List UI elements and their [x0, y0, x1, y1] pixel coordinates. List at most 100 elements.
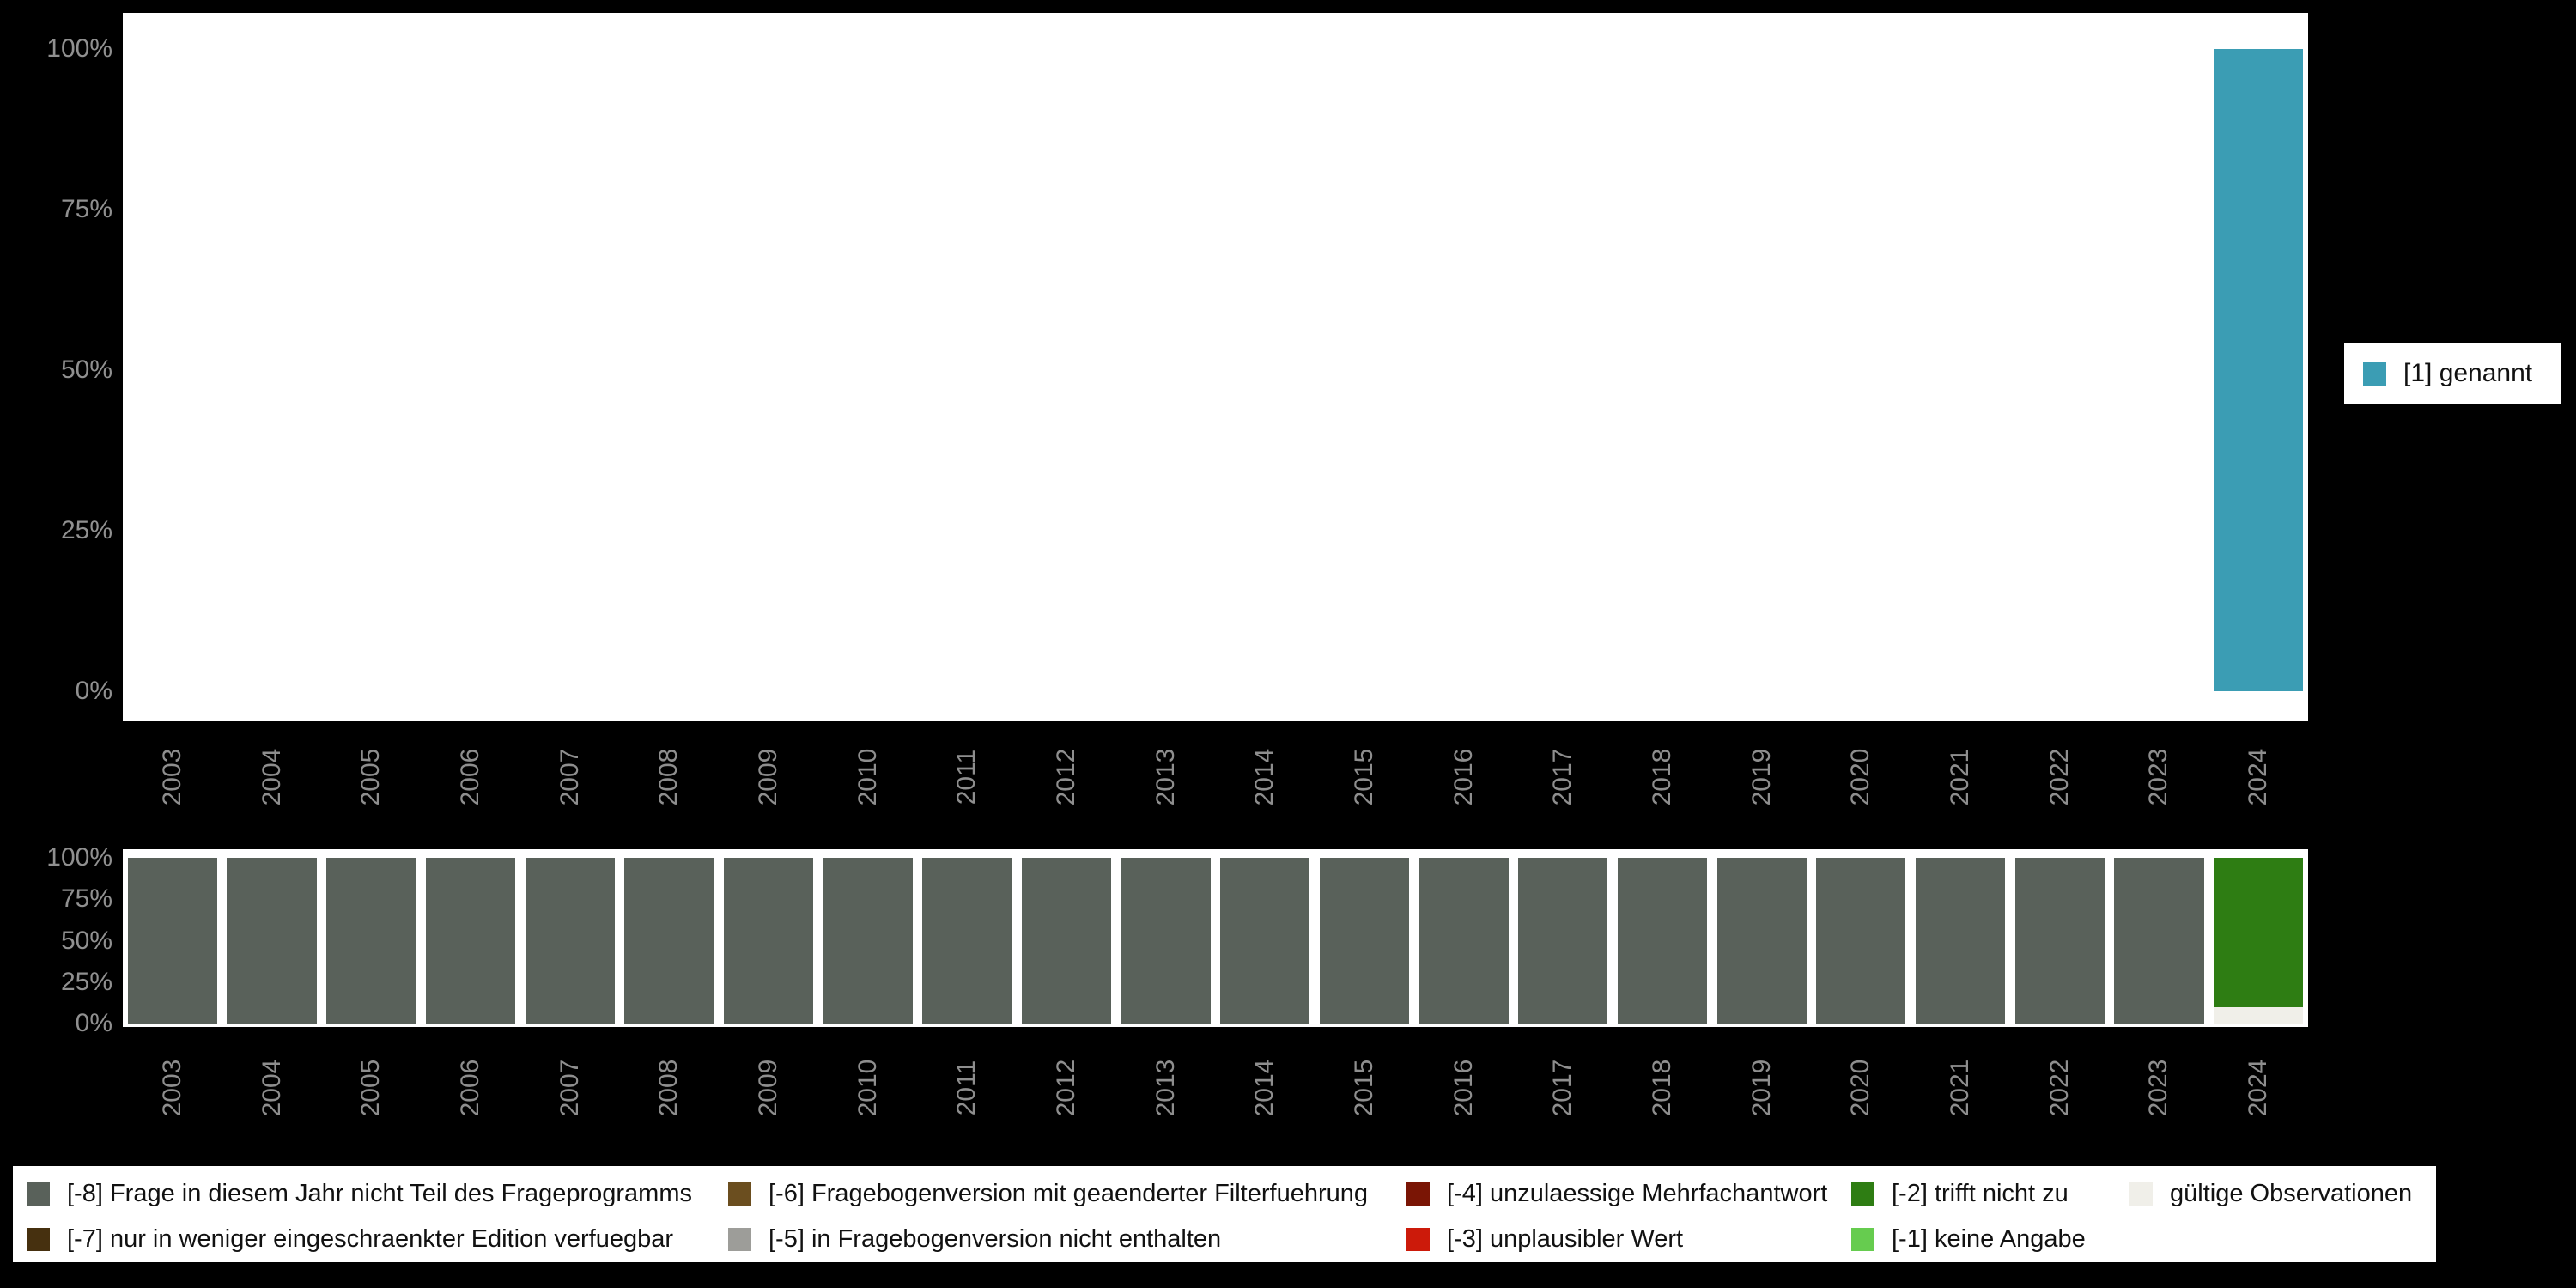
percent-chart-panel — [123, 13, 2308, 721]
legend-item-label: [-4] unzulaessige Mehrfachantwort — [1447, 1179, 1828, 1207]
legend-color-swatch — [1851, 1182, 1874, 1206]
x-axis-tick-label: 2020 — [1846, 748, 1875, 806]
y-axis-tick-label: 0% — [75, 1009, 112, 1037]
y-axis-tick-label: 25% — [60, 967, 112, 996]
legend-item: [-7] nur in weniger eingeschraenkter Edi… — [27, 1223, 673, 1255]
x-axis-tick-label: 2022 — [2044, 1059, 2074, 1117]
legend-color-swatch — [27, 1182, 50, 1206]
x-axis-tick-label: 2020 — [1846, 1059, 1875, 1117]
bar-2010 — [823, 858, 913, 1024]
x-axis-tick-label: 2023 — [2144, 748, 2173, 806]
bar-2012 — [1021, 858, 1112, 1024]
x-axis-tick-label: 2019 — [1747, 748, 1776, 806]
legend-item: [-5] in Fragebogenversion nicht enthalte… — [728, 1223, 1221, 1255]
bar-2006 — [425, 858, 515, 1024]
bar-2020 — [1816, 858, 1906, 1024]
x-axis-tick-label: 2024 — [2244, 748, 2273, 806]
legend-color-swatch — [2363, 361, 2386, 386]
bar-2007 — [525, 858, 615, 1024]
legend-color-swatch — [1851, 1227, 1874, 1251]
x-axis-tick-label: 2013 — [1151, 748, 1180, 806]
legend-item: gültige Observationen — [2129, 1177, 2412, 1210]
x-axis-tick-label: 2021 — [1946, 1059, 1975, 1117]
bar-2015 — [1319, 858, 1410, 1024]
y-axis-tick-label: 0% — [75, 677, 112, 705]
x-axis-tick-label: 2010 — [853, 1059, 882, 1117]
missing-values-legend: [-8] Frage in diesem Jahr nicht Teil des… — [13, 1166, 2436, 1262]
x-axis-tick-label: 2014 — [1250, 1059, 1279, 1117]
x-axis-tick-label: 2010 — [853, 748, 882, 806]
legend-item: [-3] unplausibler Wert — [1406, 1223, 1683, 1255]
bar-2021 — [1916, 858, 2006, 1024]
legend-color-swatch — [728, 1182, 751, 1206]
bar-2004 — [227, 858, 317, 1024]
x-axis-tick-label: 2014 — [1250, 748, 1279, 806]
bar-2024 — [2214, 49, 2304, 691]
x-axis-tick-label: 2021 — [1946, 748, 1975, 806]
x-axis-tick-label: 2003 — [157, 1059, 186, 1117]
legend-item-label: gültige Observationen — [2170, 1179, 2413, 1207]
x-axis-tick-label: 2006 — [455, 1059, 484, 1117]
legend-item-label: [-5] in Fragebogenversion nicht enthalte… — [769, 1224, 1222, 1253]
x-axis-tick-label: 2012 — [1051, 748, 1080, 806]
legend-item-label: [-3] unplausibler Wert — [1447, 1224, 1684, 1253]
bar-2005 — [326, 858, 416, 1024]
x-axis-tick-label: 2009 — [753, 1059, 782, 1117]
chart-legend: [1] genannt — [2344, 343, 2561, 404]
y-axis-tick-label: 100% — [46, 34, 112, 63]
y-axis-tick-label: 50% — [60, 926, 112, 955]
missing-chart-panel — [123, 849, 2308, 1027]
x-axis-tick-label: 2003 — [157, 748, 186, 806]
x-axis-tick-label: 2012 — [1051, 1059, 1080, 1117]
x-axis-tick-label: 2017 — [1548, 1059, 1577, 1117]
x-axis-tick-label: 2006 — [455, 748, 484, 806]
x-axis-tick-label: 2005 — [356, 748, 386, 806]
legend-item: [1] genannt — [2344, 359, 2532, 388]
x-axis-tick-label: 2008 — [654, 1059, 683, 1117]
legend-item-label: [-1] keine Angabe — [1892, 1224, 2086, 1253]
x-axis-tick-label: 2019 — [1747, 1059, 1776, 1117]
bar-2018 — [1618, 858, 1708, 1024]
x-axis-tick-label: 2007 — [555, 748, 584, 806]
y-axis-tick-label: 25% — [60, 516, 112, 544]
legend-item-label: [-6] Fragebogenversion mit geaenderter F… — [769, 1179, 1368, 1207]
bar-2003 — [127, 858, 217, 1024]
legend-item-label: [-7] nur in weniger eingeschraenkter Edi… — [67, 1224, 674, 1253]
x-axis-tick-label: 2004 — [257, 748, 286, 806]
x-axis-tick-label: 2023 — [2144, 1059, 2173, 1117]
x-axis-tick-label: 2016 — [1449, 1059, 1478, 1117]
legend-item-label: [1] genannt — [2403, 359, 2533, 387]
x-axis-tick-label: 2009 — [753, 748, 782, 806]
bar-2024 — [2214, 1006, 2304, 1024]
legend-color-swatch — [1406, 1227, 1430, 1251]
y-axis-tick-label: 75% — [60, 884, 112, 914]
bar-2008 — [624, 858, 714, 1024]
x-axis-tick-label: 2004 — [257, 1059, 286, 1117]
bar-2014 — [1220, 858, 1310, 1024]
x-axis-tick-label: 2024 — [2244, 1059, 2273, 1117]
bar-2009 — [723, 858, 813, 1024]
legend-color-swatch — [2129, 1182, 2153, 1206]
legend-item: [-4] unzulaessige Mehrfachantwort — [1406, 1177, 1827, 1210]
bar-2023 — [2114, 858, 2204, 1024]
x-axis-tick-label: 2017 — [1548, 748, 1577, 806]
x-axis-tick-label: 2015 — [1350, 1059, 1379, 1117]
x-axis-tick-label: 2015 — [1350, 748, 1379, 806]
bar-2016 — [1419, 858, 1509, 1024]
legend-color-swatch — [728, 1227, 751, 1251]
bar-2019 — [1716, 858, 1807, 1024]
legend-item: [-8] Frage in diesem Jahr nicht Teil des… — [27, 1177, 692, 1210]
legend-color-swatch — [1406, 1182, 1430, 1206]
legend-item: [-1] keine Angabe — [1851, 1223, 2086, 1255]
bar-2022 — [2014, 858, 2105, 1024]
legend-item: [-6] Fragebogenversion mit geaenderter F… — [728, 1177, 1368, 1210]
x-axis-tick-label: 2013 — [1151, 1059, 1180, 1117]
y-axis-tick-label: 100% — [46, 843, 112, 872]
y-axis-tick-label: 75% — [60, 195, 112, 223]
y-axis-tick-label: 50% — [60, 355, 112, 384]
x-axis-tick-label: 2008 — [654, 748, 683, 806]
legend-item: [-2] trifft nicht zu — [1851, 1177, 2069, 1210]
legend-item-label: [-2] trifft nicht zu — [1892, 1179, 2069, 1207]
x-axis-tick-label: 2018 — [1648, 748, 1677, 806]
